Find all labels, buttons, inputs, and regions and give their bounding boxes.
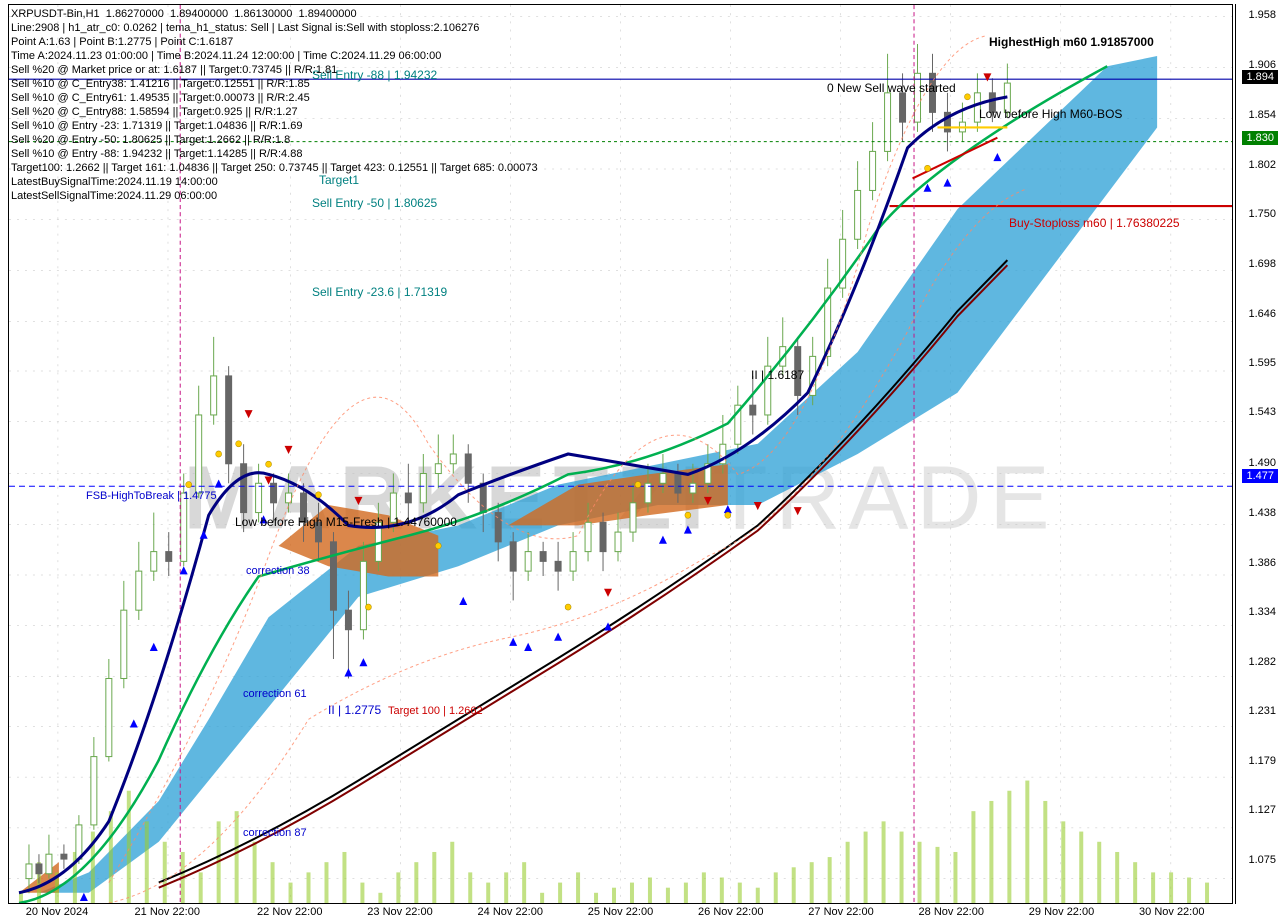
info-line: Time A:2024.11.23 01:00:00 | Time B:2024… xyxy=(11,49,538,63)
y-tick: 1.802 xyxy=(1248,159,1276,171)
x-tick: 23 Nov 22:00 xyxy=(367,906,432,918)
y-tick: 1.646 xyxy=(1248,308,1276,320)
sell-entry-236-label: Sell Entry -23.6 | 1.71319 xyxy=(312,285,447,299)
x-axis: 20 Nov 2024 21 Nov 22:00 22 Nov 22:00 23 No… xyxy=(8,902,1233,918)
ii-16187-label: II | 1.6187 xyxy=(751,368,804,382)
info-line: LatestBuySignalTime:2024.11.19 14:00:00 xyxy=(11,175,538,189)
x-tick: 20 Nov 2024 xyxy=(26,906,88,918)
info-line: Sell %10 @ C_Entry61: 1.49535 || Target:… xyxy=(11,91,538,105)
y-tick: 1.490 xyxy=(1248,457,1276,469)
y-tick: 1.075 xyxy=(1248,854,1276,866)
zero-new-sell-label: 0 New Sell wave started xyxy=(827,81,956,95)
x-tick: 30 Nov 22:00 xyxy=(1139,906,1204,918)
fsb-label: FSB-HighToBreak | 1.4775 xyxy=(86,490,217,502)
x-tick: 26 Nov 22:00 xyxy=(698,906,763,918)
corr87-label: correction 87 xyxy=(243,827,307,839)
y-tick: 1.334 xyxy=(1248,606,1276,618)
ii-12775-label: II | 1.2775 xyxy=(328,703,381,717)
y-tick: 1.386 xyxy=(1248,557,1276,569)
info-line: Sell %10 @ Entry -23: 1.71319 || Target:… xyxy=(11,119,538,133)
info-line: Sell %20 @ Market price or at: 1.6187 ||… xyxy=(11,63,538,77)
x-tick: 24 Nov 22:00 xyxy=(478,906,543,918)
chart-container: MARKETZITRADE XRPUSDT-Bin,H1 1.86270000 … xyxy=(8,4,1233,904)
y-tick: 1.595 xyxy=(1248,357,1276,369)
y-tick: 1.958 xyxy=(1248,9,1276,21)
info-line: Sell %10 @ Entry -88: 1.94232 || Target:… xyxy=(11,147,538,161)
y-axis: 1.9581.9061.8541.8021.7501.6981.6461.595… xyxy=(1235,4,1280,904)
info-line: Target100: 1.2662 || Target 161: 1.04836… xyxy=(11,161,538,175)
y-tick: 1.127 xyxy=(1248,804,1276,816)
y-tick: 1.179 xyxy=(1248,755,1276,767)
x-tick: 27 Nov 22:00 xyxy=(808,906,873,918)
y-tick-highlight: 1.477 xyxy=(1242,469,1278,483)
y-tick: 1.543 xyxy=(1248,406,1276,418)
corr38-label: correction 38 xyxy=(246,565,310,577)
info-line: LatestSellSignalTime:2024.11.29 06:00:00 xyxy=(11,189,538,203)
y-tick: 1.854 xyxy=(1248,109,1276,121)
info-line: Line:2908 | h1_atr_c0: 0.0262 | tema_h1_… xyxy=(11,21,538,35)
low-before-high-m60-label: Low before High M60-BOS xyxy=(979,107,1122,121)
info-line: Sell %20 @ Entry -50: 1.80625 || Target:… xyxy=(11,133,538,147)
x-tick: 21 Nov 22:00 xyxy=(135,906,200,918)
y-tick: 1.438 xyxy=(1248,507,1276,519)
info-panel: XRPUSDT-Bin,H1 1.86270000 1.89400000 1.8… xyxy=(11,7,538,203)
buy-stoploss-label: Buy-Stoploss m60 | 1.76380225 xyxy=(1009,216,1180,230)
info-line: Sell %10 @ C_Entry38: 1.41216 || Target:… xyxy=(11,77,538,91)
symbol-ohlc: XRPUSDT-Bin,H1 1.86270000 1.89400000 1.8… xyxy=(11,7,538,21)
info-line: Point A:1.63 | Point B:1.2775 | Point C:… xyxy=(11,35,538,49)
y-tick: 1.282 xyxy=(1248,656,1276,668)
y-tick: 1.698 xyxy=(1248,258,1276,270)
corr61-label: correction 61 xyxy=(243,688,307,700)
x-tick: 29 Nov 22:00 xyxy=(1029,906,1094,918)
y-tick: 1.231 xyxy=(1248,705,1276,717)
info-line: Sell %20 @ C_Entry88: 1.58594 || Target:… xyxy=(11,105,538,119)
highest-high-label: HighestHigh m60 1.91857000 xyxy=(989,35,1154,49)
y-tick-highlight: 1.894 xyxy=(1242,70,1278,84)
low-before-high-m15-label: Low before High M15-Fresh | 1.44760000 xyxy=(235,515,457,529)
x-tick: 28 Nov 22:00 xyxy=(919,906,984,918)
target100-label: Target 100 | 1.2662 xyxy=(388,705,483,717)
y-tick: 1.750 xyxy=(1248,208,1276,220)
y-tick-highlight: 1.830 xyxy=(1242,131,1278,145)
x-tick: 22 Nov 22:00 xyxy=(257,906,322,918)
x-tick: 25 Nov 22:00 xyxy=(588,906,653,918)
